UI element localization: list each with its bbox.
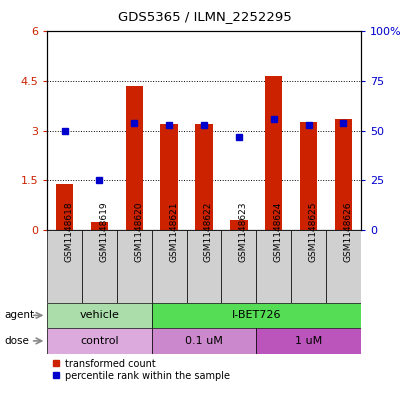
Bar [221,230,256,303]
Bar [160,124,178,230]
Text: GSM1148624: GSM1148624 [273,202,282,262]
Bar [229,220,247,230]
Bar [264,76,282,230]
Bar [151,328,256,354]
Bar [299,122,317,230]
Bar [56,184,73,230]
Text: GSM1148619: GSM1148619 [99,202,108,263]
Bar [47,328,151,354]
Text: 0.1 uM: 0.1 uM [184,336,222,346]
Bar [47,230,82,303]
Text: I-BET726: I-BET726 [231,310,280,320]
Text: control: control [80,336,119,346]
Bar [195,124,212,230]
Bar [47,303,151,328]
Text: dose: dose [4,336,29,346]
Bar [290,230,325,303]
Bar [151,230,186,303]
Bar [117,230,151,303]
Text: GSM1148626: GSM1148626 [343,202,351,263]
Bar [151,303,360,328]
Bar [325,230,360,303]
Text: GSM1148622: GSM1148622 [204,202,212,262]
Text: GDS5365 / ILMN_2252295: GDS5365 / ILMN_2252295 [118,10,291,23]
Bar [125,86,143,230]
Text: 1 uM: 1 uM [294,336,321,346]
Text: GSM1148618: GSM1148618 [65,202,73,263]
Text: GSM1148625: GSM1148625 [308,202,317,263]
Legend: transformed count, percentile rank within the sample: transformed count, percentile rank withi… [52,358,229,380]
Bar [90,222,108,230]
Text: GSM1148620: GSM1148620 [134,202,143,263]
Bar [256,328,360,354]
Text: agent: agent [4,310,34,320]
Bar [334,119,351,230]
Bar [186,230,221,303]
Text: GSM1148623: GSM1148623 [238,202,247,263]
Text: GSM1148621: GSM1148621 [169,202,178,263]
Bar [256,230,290,303]
Bar [82,230,117,303]
Text: vehicle: vehicle [79,310,119,320]
